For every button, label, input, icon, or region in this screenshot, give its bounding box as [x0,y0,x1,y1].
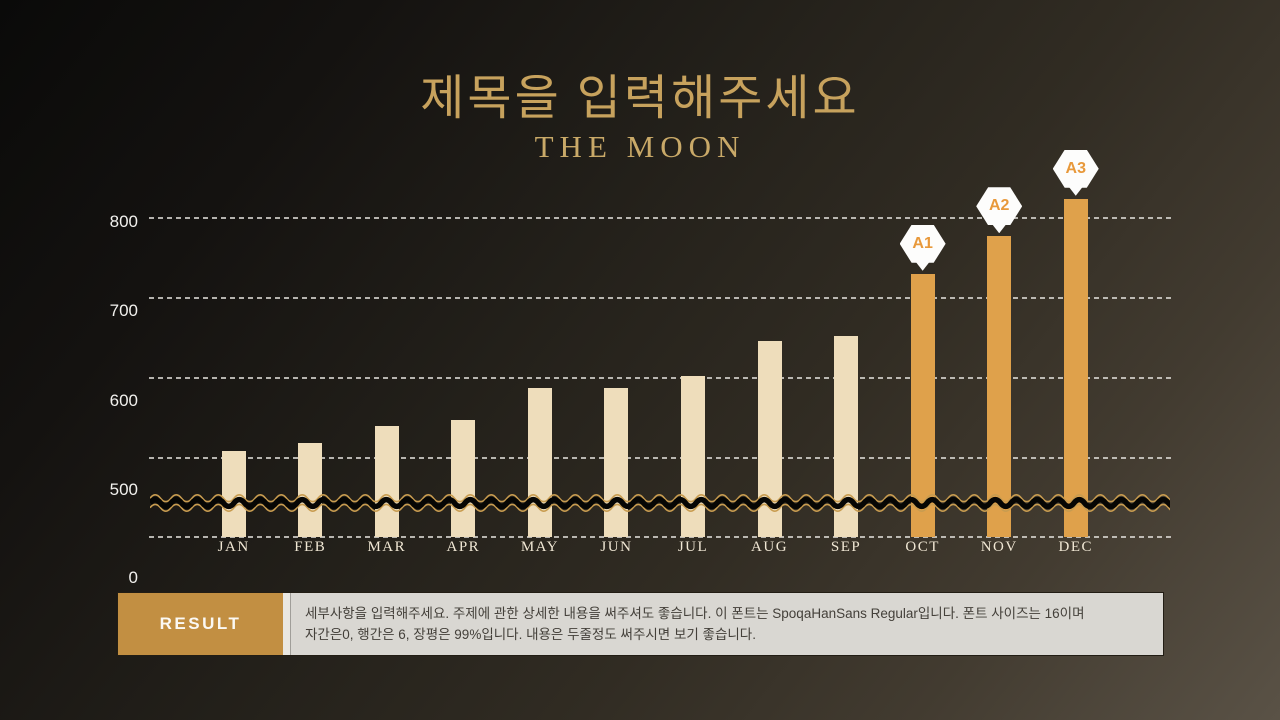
x-axis-label-may: MAY [520,539,559,555]
x-axis-label-jun: JUN [600,539,633,555]
x-axis-label-jan: JAN [217,539,250,555]
gridline [149,217,1171,219]
bar-dec [1063,198,1088,537]
result-bar: RESULT 세부사항을 입력해주세요. 주제에 관한 상세한 내용을 써주셔도… [117,592,1164,656]
x-axis-label-dec: DEC [1058,539,1093,555]
x-axis-label-feb: FEB [294,539,327,555]
gridline [149,457,1171,459]
x-axis-label-sep: SEP [830,539,862,555]
result-text-panel: 세부사항을 입력해주세요. 주제에 관한 상세한 내용을 써주셔도 좋습니다. … [290,593,1163,655]
y-axis-tick-label: 500 [109,479,138,499]
x-axis-label-aug: AUG [751,539,789,555]
bar-oct [910,273,935,537]
gridline [149,297,1171,299]
axis-break-wave-icon [150,494,1170,512]
gridline [149,536,1171,538]
result-separator [283,593,290,655]
bar-jan [221,450,246,537]
bar-may [527,388,552,537]
bar-mar [374,425,399,537]
badge-pointer-icon [1068,186,1083,196]
badge-pointer-icon [915,261,930,271]
page-title: 제목을 입력해주세요 [420,72,860,125]
hexagon-badge-a3: A3 [1052,149,1099,196]
hexagon-icon: A1 [899,224,946,263]
x-axis-label-oct: OCT [905,539,940,555]
x-axis-label-jul: JUL [677,539,709,555]
bar-feb [298,442,323,537]
x-axis-label-apr: APR [446,539,481,555]
result-label: RESULT [118,593,283,655]
y-axis-tick-label: 700 [109,301,138,321]
page-subtitle: THE MOON [534,129,746,164]
y-axis-tick-label: 600 [109,390,138,410]
result-text-line-1: 세부사항을 입력해주세요. 주제에 관한 상세한 내용을 써주셔도 좋습니다. … [305,606,1085,621]
hexagon-badge-a1: A1 [899,224,946,271]
bar-apr [451,420,476,537]
hexagon-badge-a2: A2 [976,187,1023,234]
y-axis-tick-label: 0 [128,568,138,587]
hexagon-icon: A2 [976,187,1023,226]
bar-nov [987,236,1012,537]
gridline [149,377,1171,379]
hexagon-icon: A3 [1052,149,1099,188]
y-axis-tick-label: 800 [109,212,138,231]
result-text-line-2: 자간은0, 행간은 6, 장평은 99%입니다. 내용은 두줄정도 써주시면 보… [305,627,756,642]
x-axis-label-nov: NOV [980,539,1018,555]
bar-jun [604,388,629,537]
badge-pointer-icon [992,224,1007,234]
x-axis-label-mar: MAR [367,539,407,555]
